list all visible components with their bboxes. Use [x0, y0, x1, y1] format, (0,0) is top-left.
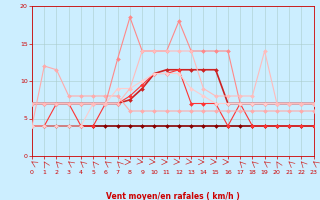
X-axis label: Vent moyen/en rafales ( km/h ): Vent moyen/en rafales ( km/h ) — [106, 192, 240, 200]
